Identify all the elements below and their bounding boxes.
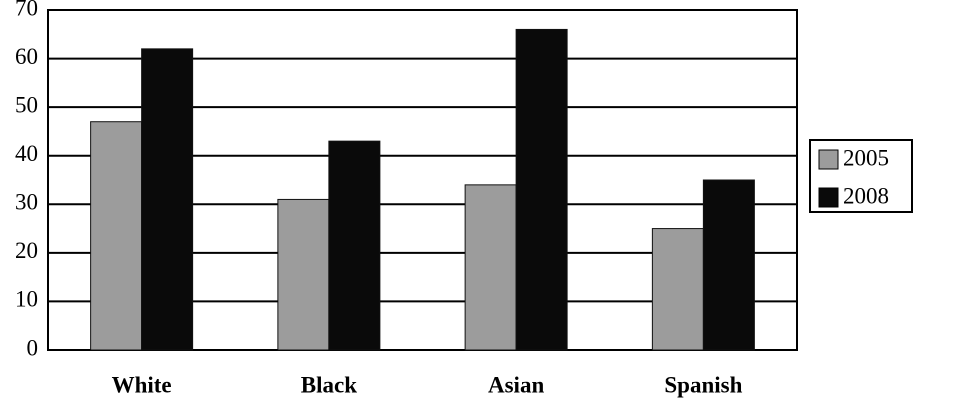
legend-swatch [818,149,839,170]
y-tick-label: 40 [15,141,38,166]
x-tick-label: Spanish [664,372,742,397]
bar [90,121,143,351]
bar [651,228,704,351]
y-tick-label: 60 [15,44,38,69]
bar [515,28,568,351]
legend-swatch [818,187,839,208]
y-tick-label: 30 [15,190,38,215]
bar [328,140,381,351]
x-tick-label: Asian [488,372,544,397]
y-tick-label: 20 [15,238,38,263]
bar [702,179,755,351]
y-tick-label: 70 [15,0,38,20]
legend-label: 2008 [843,183,889,208]
x-tick-label: White [112,372,172,397]
bar [141,48,194,351]
y-tick-label: 10 [15,287,38,312]
legend-label: 2005 [843,145,889,170]
x-tick-label: Black [301,372,357,397]
bar [464,184,517,351]
y-tick-label: 50 [15,92,38,117]
y-tick-label: 0 [27,335,39,360]
bar [277,198,330,351]
